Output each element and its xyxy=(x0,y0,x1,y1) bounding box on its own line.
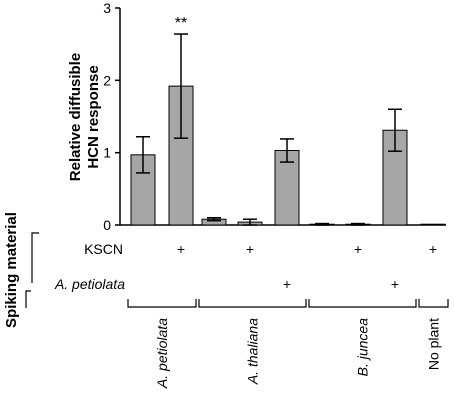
y-tick-label: 2 xyxy=(103,72,111,88)
y-axis-title-line: HCN response xyxy=(85,65,102,168)
y-tick-label: 0 xyxy=(103,217,111,233)
y-tick-label: 1 xyxy=(103,145,111,161)
spiking-material-title: Spiking material xyxy=(3,212,20,328)
plus-mark: + xyxy=(354,241,362,257)
spiking-material-table: Spiking material KSCN + + + + A. petiolata + + xyxy=(3,212,437,328)
group-label: No plant xyxy=(426,318,442,370)
row-label-a-petiolata: A. petiolata xyxy=(54,276,125,292)
group-bracket xyxy=(198,299,307,308)
plus-mark: + xyxy=(283,276,291,292)
group-bracket xyxy=(418,299,449,308)
group-bracket xyxy=(127,299,197,308)
group-label: B. juncea xyxy=(355,318,371,377)
spiking-bracket-outer xyxy=(31,232,39,283)
plus-mark: + xyxy=(246,241,254,257)
plus-mark: + xyxy=(177,241,185,257)
group-bracket xyxy=(308,299,417,308)
group-label: A. thaliana xyxy=(245,318,261,385)
significance-label: ** xyxy=(175,15,187,32)
bars xyxy=(130,85,446,226)
significance-marks: ** xyxy=(175,15,187,32)
y-axis-label: Relative diffusibleHCN response xyxy=(67,53,102,181)
plus-mark: + xyxy=(429,241,437,257)
row-label-kscn: KSCN xyxy=(84,241,123,257)
group-label: A. petiolata xyxy=(154,318,170,389)
y-axis-title-line: Relative diffusible xyxy=(67,53,84,181)
plus-mark: + xyxy=(391,276,399,292)
spiking-bracket-inner xyxy=(25,290,31,308)
y-axis-title: Relative diffusibleHCN response xyxy=(67,53,102,181)
y-tick-label: 3 xyxy=(103,0,111,16)
bar xyxy=(420,223,446,226)
error-bars xyxy=(136,33,402,226)
group-labels: A. petiolata A. thaliana B. juncea No plant xyxy=(127,299,449,389)
